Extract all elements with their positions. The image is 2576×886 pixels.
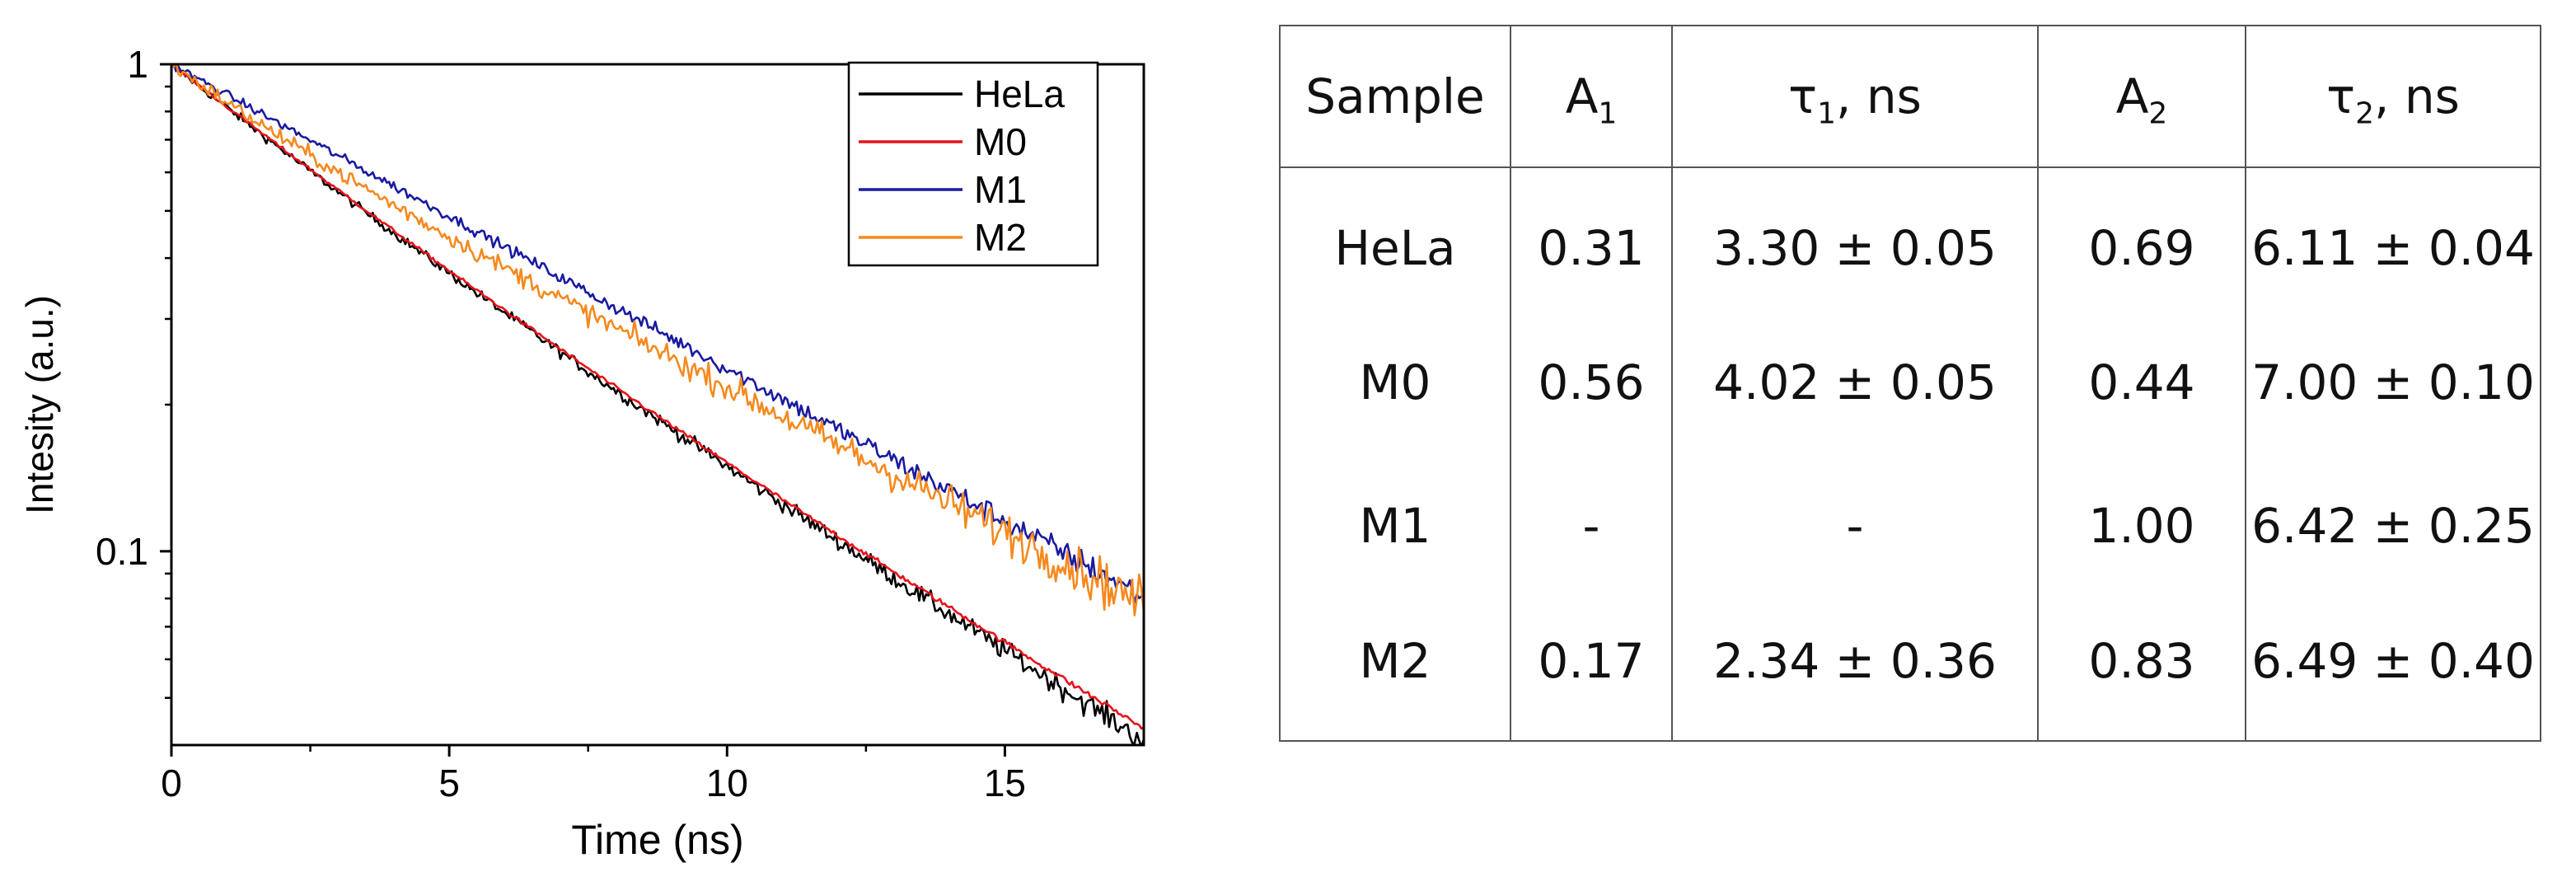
cell-a2: 0.44 [2037,311,2246,454]
cell-tau2: 7.00 ± 0.10 [2245,311,2541,454]
decay-chart: 0 5 10 15 1 0.1 Time (ns) Intesity (a.u.) HeL… [18,43,1145,863]
table-header-row: Sample A1 τ1, ns A2 τ2, ns [1279,25,2541,168]
cell-a1: 0.56 [1510,311,1673,454]
header-sample: Sample [1279,25,1511,168]
legend-box [847,61,1099,267]
legend: HeLa M0 M1 M2 [847,61,1099,267]
cell-a1: - [1510,454,1673,598]
series-line-m2 [171,64,1144,616]
cell-sample: M2 [1279,598,1511,742]
series-line-m1 [171,64,1144,604]
x-tick-label: 10 [706,762,748,804]
table-row: M2 0.17 2.34 ± 0.36 0.83 6.49 ± 0.40 [1279,598,2541,742]
y-tick-label: 1 [127,43,148,86]
header-tau2: τ2, ns [2245,25,2541,168]
series-line-m0 [171,64,1144,730]
x-tick-label: 15 [984,762,1026,804]
cell-tau2: 6.11 ± 0.04 [2245,167,2541,311]
cell-tau1: - [1671,454,2039,598]
axis-ticks: 0 5 10 15 1 0.1 [96,43,1026,804]
cell-sample: M1 [1279,454,1511,598]
legend-label-m0: M0 [974,120,1027,163]
legend-label-m2: M2 [974,216,1027,259]
x-axis-label: Time (ns) [571,817,743,863]
cell-a1: 0.17 [1510,598,1673,742]
x-tick-label: 0 [161,762,182,804]
cell-tau1: 4.02 ± 0.05 [1671,311,2039,454]
legend-label-m1: M1 [974,168,1027,211]
cell-a2: 0.83 [2037,598,2246,742]
table-row: M0 0.56 4.02 ± 0.05 0.44 7.00 ± 0.10 [1279,311,2541,454]
y-axis-label: Intesity (a.u.) [18,295,61,514]
cell-tau1: 3.30 ± 0.05 [1671,167,2039,311]
cell-sample: M0 [1279,311,1511,454]
x-tick-label: 5 [438,762,460,804]
cell-a2: 1.00 [2037,454,2246,598]
cell-tau2: 6.42 ± 0.25 [2245,454,2541,598]
cell-tau1: 2.34 ± 0.36 [1671,598,2039,742]
table-row: M1 - - 1.00 6.42 ± 0.25 [1279,454,2541,598]
cell-tau2: 6.49 ± 0.40 [2245,598,2541,742]
series-layer [171,64,1144,745]
header-a2: A2 [2037,25,2246,168]
header-a1: A1 [1510,25,1673,168]
legend-label-hela: HeLa [974,73,1065,115]
table-row: HeLa 0.31 3.30 ± 0.05 0.69 6.11 ± 0.04 [1279,167,2541,311]
header-tau1: τ1, ns [1671,25,2039,168]
cell-a2: 0.69 [2037,167,2246,311]
cell-a1: 0.31 [1510,167,1673,311]
y-tick-label: 0.1 [96,530,148,573]
cell-sample: HeLa [1279,167,1511,311]
fit-parameters-table: Sample A1 τ1, ns A2 τ2, ns HeLa 0.31 3.3… [1279,25,2541,742]
